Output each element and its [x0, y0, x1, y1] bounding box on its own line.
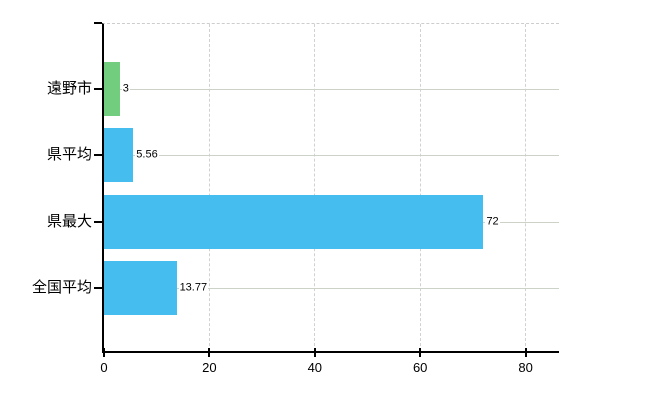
x-axis-tick-label: 40: [307, 360, 323, 375]
row-guide-line: [104, 155, 559, 157]
x-axis-tick-label: 80: [518, 360, 533, 375]
vertical-gridline: [525, 24, 527, 351]
bar-value-label: 5.56: [135, 148, 159, 162]
bar-row: 3: [104, 62, 559, 116]
row-guide-line: [104, 89, 559, 90]
bar-row: 5.56: [104, 128, 559, 183]
bar-4: [104, 260, 177, 315]
category-label: 県最大: [46, 212, 92, 230]
y-axis-end-tick: [94, 22, 102, 24]
y-axis-tick: [94, 220, 102, 223]
bar-value-label: 72: [485, 215, 500, 229]
x-axis-tick: [103, 348, 105, 357]
vertical-gridline: [314, 24, 316, 351]
x-axis-tick-label: 0: [100, 360, 108, 375]
category-label: 県平均: [46, 146, 92, 164]
vertical-gridline: [208, 24, 210, 351]
y-axis-tick: [94, 88, 102, 90]
category-label: 遠野市: [46, 80, 92, 97]
x-axis-tick-label: 60: [412, 360, 428, 375]
bar-2: [104, 128, 134, 183]
bar-1: [104, 62, 120, 116]
bar-value-label: 13.77: [178, 281, 209, 295]
bar-value-label: 3: [121, 82, 130, 96]
bar-3: [104, 194, 484, 249]
x-axis-tick: [313, 348, 316, 357]
y-axis-tick: [94, 286, 102, 289]
vertical-gridline: [419, 24, 421, 351]
row-guide-line: [104, 287, 559, 289]
y-axis-tick: [94, 154, 102, 157]
x-axis-tick: [524, 348, 527, 357]
bar-row: 72: [104, 194, 559, 249]
plot-area: 3 5.56 72 13.77: [102, 23, 559, 357]
category-label: 全国平均: [31, 278, 92, 296]
x-axis-tick: [208, 348, 211, 357]
bar-row: 13.77: [104, 260, 559, 315]
x-axis-tick-label: 20: [202, 360, 217, 375]
x-axis-tick: [419, 348, 422, 357]
